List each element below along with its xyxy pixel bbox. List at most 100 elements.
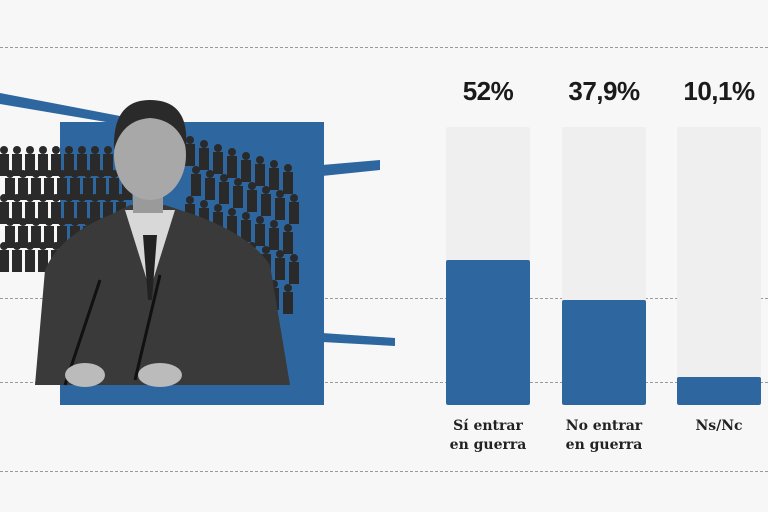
soldier-mark bbox=[0, 194, 8, 202]
soldier-mark bbox=[261, 194, 271, 216]
blue-stripe bbox=[322, 333, 395, 346]
soldier-mark bbox=[13, 194, 21, 202]
soldier-mark bbox=[110, 170, 118, 178]
soldier-mark bbox=[234, 178, 242, 186]
soldier-mark bbox=[262, 246, 270, 254]
soldier-mark bbox=[185, 144, 195, 166]
soldier-mark bbox=[213, 152, 223, 174]
soldier-mark bbox=[289, 262, 299, 284]
soldier-mark bbox=[26, 242, 34, 250]
soldier-mark bbox=[39, 194, 47, 202]
soldier-mark bbox=[290, 194, 298, 202]
soldier-mark bbox=[5, 226, 15, 248]
soldier-mark bbox=[269, 228, 279, 250]
soldier-mark bbox=[247, 190, 257, 212]
soldier-mark bbox=[52, 146, 60, 154]
soldier-mark bbox=[284, 224, 292, 232]
soldier-mark bbox=[84, 170, 92, 178]
soldier-mark bbox=[186, 136, 194, 144]
soldier-mark bbox=[26, 194, 34, 202]
soldier-mark bbox=[83, 178, 93, 200]
soldier-mark bbox=[200, 140, 208, 148]
soldier-mark bbox=[39, 242, 47, 250]
soldier-mark bbox=[283, 232, 293, 254]
soldier-mark bbox=[205, 178, 215, 200]
soldier-mark bbox=[276, 190, 284, 198]
soldier-mark bbox=[275, 198, 285, 220]
value-label: 37,9% bbox=[568, 76, 640, 106]
soldier-mark bbox=[192, 166, 200, 174]
soldier-mark bbox=[12, 250, 22, 272]
soldier-mark bbox=[0, 154, 9, 176]
category-label: Sí entrar en guerra bbox=[449, 418, 527, 453]
soldier-mark bbox=[25, 154, 35, 176]
bar-track bbox=[446, 127, 530, 405]
value-label: 52% bbox=[462, 76, 514, 106]
soldier-mark bbox=[65, 194, 73, 202]
soldier-mark bbox=[228, 148, 236, 156]
soldier-mark bbox=[227, 216, 237, 238]
soldier-mark bbox=[19, 170, 27, 178]
soldier-mark bbox=[39, 146, 47, 154]
soldier-mark bbox=[44, 226, 54, 248]
soldier-mark bbox=[270, 160, 278, 168]
gridline bbox=[0, 382, 768, 383]
soldier-mark bbox=[262, 186, 270, 194]
soldier-mark bbox=[31, 226, 41, 248]
soldier-mark bbox=[233, 186, 243, 208]
soldier-mark bbox=[52, 242, 60, 250]
soldier-mark bbox=[117, 194, 125, 202]
soldier-mark bbox=[103, 154, 113, 176]
soldier-mark bbox=[90, 154, 100, 176]
soldier-mark bbox=[227, 156, 237, 178]
divider-bottom bbox=[0, 471, 768, 472]
soldier-mark bbox=[241, 160, 251, 182]
soldier-mark bbox=[77, 202, 87, 224]
soldier-mark bbox=[97, 170, 105, 178]
soldier-mark bbox=[200, 200, 208, 208]
soldier-mark bbox=[214, 144, 222, 152]
soldier-mark bbox=[18, 178, 28, 200]
soldier-mark bbox=[38, 154, 48, 176]
soldier-mark bbox=[290, 254, 298, 262]
soldier-mark bbox=[104, 194, 112, 202]
soldier-mark bbox=[45, 218, 53, 226]
soldier-mark bbox=[289, 202, 299, 224]
value-label: 10,1% bbox=[683, 76, 755, 106]
bar bbox=[562, 299, 646, 405]
photo-collage bbox=[0, 93, 395, 405]
soldier-mark bbox=[256, 216, 264, 224]
soldier-mark bbox=[32, 218, 40, 226]
blue-stripe bbox=[322, 160, 380, 176]
soldier-mark bbox=[109, 178, 119, 200]
soldier-mark bbox=[38, 250, 48, 272]
soldier-mark bbox=[241, 220, 251, 242]
soldier-mark bbox=[84, 218, 92, 226]
soldier-mark bbox=[191, 174, 201, 196]
soldier-mark bbox=[199, 148, 209, 170]
soldier-mark bbox=[65, 146, 73, 154]
soldier-mark bbox=[77, 154, 87, 176]
soldier-mark bbox=[91, 146, 99, 154]
soldier-mark bbox=[242, 212, 250, 220]
soldier-mark bbox=[78, 146, 86, 154]
soldier-mark bbox=[38, 202, 48, 224]
soldier-mark bbox=[275, 258, 285, 280]
soldier-mark bbox=[255, 224, 265, 246]
soldier-mark bbox=[45, 170, 53, 178]
soldier-mark bbox=[78, 194, 86, 202]
soldier-mark bbox=[31, 178, 41, 200]
soldier-mark bbox=[283, 172, 293, 194]
soldier-mark bbox=[90, 202, 100, 224]
soldier-mark bbox=[283, 292, 293, 314]
soldier-mark bbox=[96, 178, 106, 200]
soldier-mark bbox=[256, 156, 264, 164]
soldier-mark bbox=[284, 164, 292, 172]
soldier-mark bbox=[52, 194, 60, 202]
soldier-mark bbox=[13, 146, 21, 154]
soldier-mark bbox=[104, 146, 112, 154]
soldier-mark bbox=[26, 146, 34, 154]
soldier-mark bbox=[186, 196, 194, 204]
soldier-mark bbox=[228, 208, 236, 216]
divider-top bbox=[0, 47, 768, 48]
